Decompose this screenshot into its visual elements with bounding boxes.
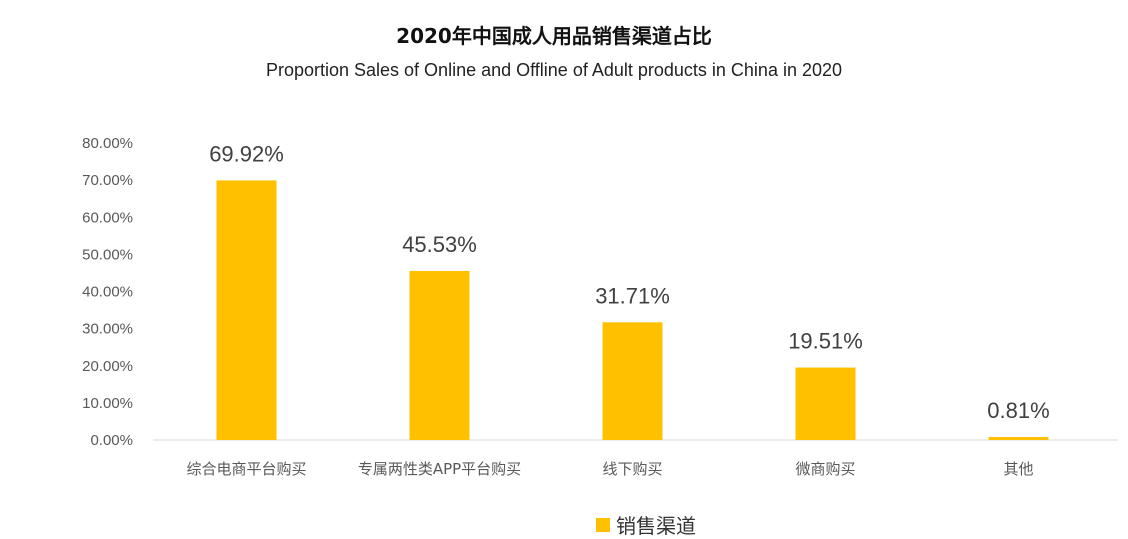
x-tick-label: 其他 <box>1003 460 1033 478</box>
y-tick-label: 40.00% <box>82 284 133 301</box>
y-tick-label: 80.00% <box>82 135 133 152</box>
data-label: 0.81% <box>987 398 1049 423</box>
data-label: 31.71% <box>595 283 670 308</box>
chart-subtitle: Proportion Sales of Online and Offline o… <box>265 60 843 80</box>
y-tick-label: 0.00% <box>90 432 133 449</box>
data-label: 19.51% <box>788 329 863 354</box>
legend-label: 销售渠道 <box>616 514 696 538</box>
y-tick-label: 30.00% <box>82 321 133 338</box>
y-tick-label: 70.00% <box>82 172 133 189</box>
bar <box>409 270 470 440</box>
data-label: 45.53% <box>402 232 477 257</box>
bar <box>602 322 663 440</box>
legend: 销售渠道 <box>596 510 696 539</box>
x-tick-label: 综合电商平台购买 <box>186 460 306 478</box>
x-tick-label: 线下购买 <box>602 460 662 478</box>
data-label: 69.92% <box>209 141 284 166</box>
y-tick-label: 20.00% <box>82 358 133 375</box>
x-tick-label: 专属两性类APP平台购买 <box>358 460 521 478</box>
bar <box>988 436 1049 440</box>
chart-title: 2020年中国成人用品销售渠道占比 <box>396 24 712 48</box>
x-tick-label: 微商购买 <box>795 460 855 478</box>
legend-swatch <box>596 517 610 532</box>
y-tick-label: 50.00% <box>82 246 133 263</box>
bar <box>216 180 277 440</box>
y-tick-label: 10.00% <box>82 395 133 412</box>
y-tick-label: 60.00% <box>82 209 133 226</box>
bar <box>795 367 856 440</box>
